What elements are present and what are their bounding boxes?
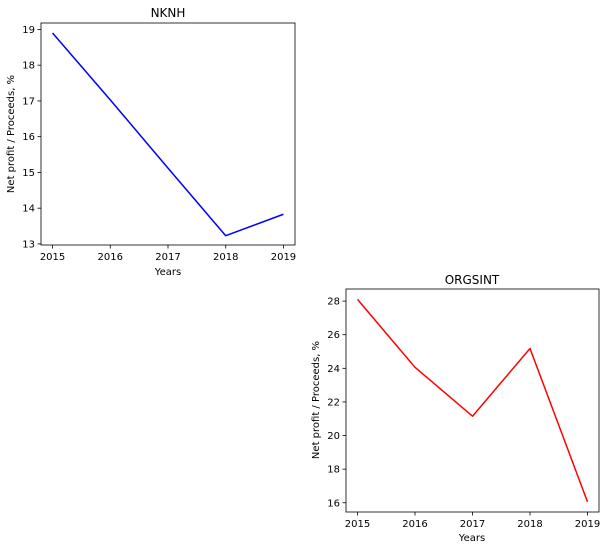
chart-title: ORGSINT (445, 273, 500, 287)
y-tick-label: 16 (327, 498, 340, 509)
y-tick-label: 18 (22, 61, 35, 72)
y-axis-label: Net profit / Proceeds, % (6, 75, 17, 193)
x-tick-label: 2017 (460, 519, 485, 530)
x-tick-label: 2018 (517, 519, 542, 530)
y-axis-label: Net profit / Proceeds, % (311, 341, 322, 459)
x-tick-label: 2015 (345, 519, 370, 530)
x-axis-label: Years (458, 533, 485, 544)
chart-nknh: NKNH Years Net profit / Proceeds, % 2015… (6, 6, 296, 278)
y-tick-label: 19 (22, 25, 35, 36)
x-tick-label: 2017 (155, 252, 180, 263)
axes-frame (345, 288, 600, 513)
y-tick-label: 28 (327, 297, 340, 308)
x-axis-label: Years (154, 267, 181, 278)
chart-title: NKNH (151, 6, 186, 20)
y-tick-label: 13 (22, 239, 35, 250)
x-tick-label: 2018 (213, 252, 238, 263)
chart-orgsint: ORGSINT Years Net profit / Proceeds, % 2… (311, 273, 600, 544)
x-tick-label: 2019 (575, 519, 600, 530)
y-tick-label: 16 (22, 132, 35, 143)
y-tick-label: 15 (22, 168, 35, 179)
y-tick-label: 24 (327, 364, 340, 375)
y-tick-label: 22 (327, 397, 340, 408)
y-tick-label: 26 (327, 330, 340, 341)
x-tick-label: 2016 (98, 252, 123, 263)
x-tick-label: 2015 (40, 252, 65, 263)
x-tick-label: 2016 (402, 519, 427, 530)
series-line (356, 298, 589, 503)
y-tick-label: 20 (327, 431, 340, 442)
x-tick-label: 2019 (271, 252, 296, 263)
series-line (51, 32, 284, 237)
y-tick-label: 17 (22, 96, 35, 107)
y-tick-label: 14 (22, 204, 35, 215)
axes-frame (40, 22, 296, 246)
y-tick-label: 18 (327, 465, 340, 476)
